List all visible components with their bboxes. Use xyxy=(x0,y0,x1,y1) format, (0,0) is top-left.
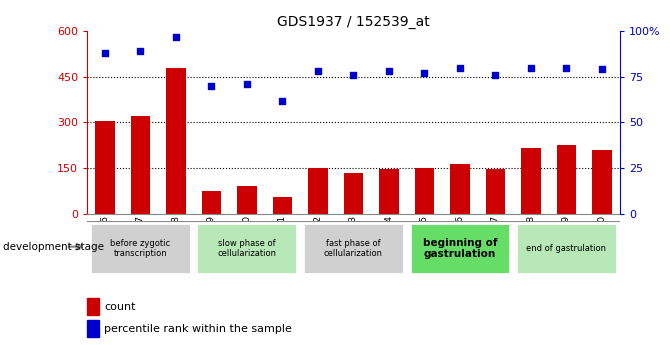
Bar xyxy=(450,164,470,214)
Point xyxy=(99,50,110,56)
Point xyxy=(419,70,430,76)
FancyBboxPatch shape xyxy=(303,223,404,274)
FancyBboxPatch shape xyxy=(516,223,617,274)
Point xyxy=(312,69,324,74)
Bar xyxy=(202,191,221,214)
FancyBboxPatch shape xyxy=(196,223,297,274)
Point xyxy=(170,34,181,39)
Bar xyxy=(166,68,186,214)
FancyBboxPatch shape xyxy=(90,223,191,274)
Bar xyxy=(95,121,115,214)
Title: GDS1937 / 152539_at: GDS1937 / 152539_at xyxy=(277,14,429,29)
Bar xyxy=(379,169,399,214)
Bar xyxy=(131,116,150,214)
Bar xyxy=(557,145,576,214)
Bar xyxy=(344,173,363,214)
Text: fast phase of
cellularization: fast phase of cellularization xyxy=(324,239,383,258)
Point xyxy=(135,48,146,54)
Bar xyxy=(87,298,99,315)
Point xyxy=(526,65,537,70)
Bar xyxy=(521,148,541,214)
Bar xyxy=(592,150,612,214)
Point xyxy=(348,72,359,78)
Point xyxy=(454,65,465,70)
Bar xyxy=(87,320,99,337)
Point xyxy=(206,83,217,89)
Bar xyxy=(273,197,292,214)
Bar xyxy=(237,186,257,214)
Text: percentile rank within the sample: percentile rank within the sample xyxy=(105,324,292,334)
Text: end of gastrulation: end of gastrulation xyxy=(527,244,606,253)
Text: beginning of
gastrulation: beginning of gastrulation xyxy=(423,238,497,259)
Point xyxy=(383,69,394,74)
Text: before zygotic
transcription: before zygotic transcription xyxy=(111,239,170,258)
Point xyxy=(241,81,252,87)
Bar xyxy=(308,168,328,214)
Text: count: count xyxy=(105,302,136,312)
FancyBboxPatch shape xyxy=(409,223,511,274)
Text: slow phase of
cellularization: slow phase of cellularization xyxy=(217,239,277,258)
Point xyxy=(561,65,572,70)
Bar xyxy=(486,169,505,214)
Point xyxy=(596,67,607,72)
Bar xyxy=(415,168,434,214)
Text: development stage: development stage xyxy=(3,242,105,252)
Point xyxy=(277,98,288,103)
Point xyxy=(490,72,500,78)
